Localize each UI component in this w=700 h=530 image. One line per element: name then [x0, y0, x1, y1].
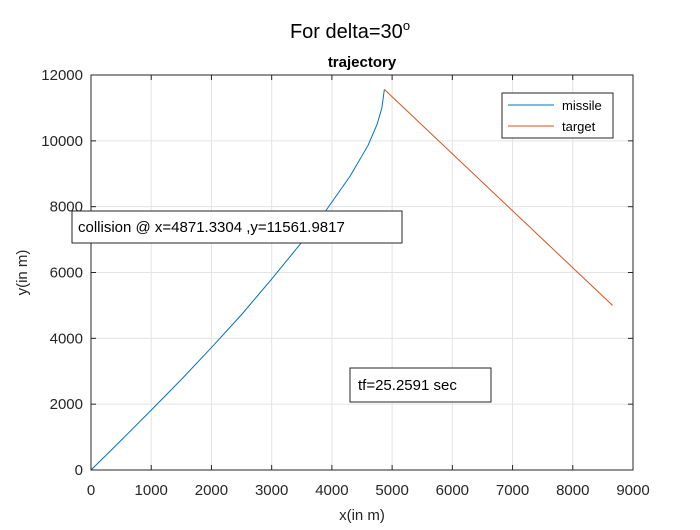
x-tick-label: 2000: [195, 482, 228, 499]
annotation-collision-box: [71, 210, 403, 244]
y-tick-label: 2000: [50, 396, 83, 413]
suptitle-main: For delta=30: [290, 21, 403, 43]
x-tick-label: 4000: [315, 482, 348, 499]
annotation-tf-box: [349, 367, 492, 403]
x-tick-label: 8000: [556, 482, 589, 499]
x-tick-label: 0: [87, 482, 95, 499]
series-layer: [90, 89, 613, 471]
annotation-collision-text: collision @ x=4871.3304 ,y=11561.9817: [78, 219, 345, 236]
y-tick-label: 6000: [50, 265, 83, 282]
y-tick-label: 4000: [50, 330, 83, 347]
figure-suptitle: For delta=30o: [290, 18, 410, 43]
x-tick-label: 7000: [496, 482, 529, 499]
x-tick-label: 5000: [375, 482, 408, 499]
x-axis-label: x(in m): [339, 507, 385, 524]
y-tick-label: 12000: [41, 67, 83, 84]
annotation-collision: collision @ x=4871.3304 ,y=11561.9817: [71, 210, 403, 244]
x-tick-label: 3000: [255, 482, 288, 499]
x-tick-label: 1000: [135, 482, 168, 499]
annotation-tf: tf=25.2591 sec: [349, 367, 492, 403]
legend-label-target: target: [562, 119, 596, 134]
legend-label-missile: missile: [562, 98, 602, 113]
suptitle-superscript: o: [403, 18, 410, 33]
y-tick-label: 10000: [41, 133, 83, 150]
y-tick-label: 0: [75, 462, 83, 479]
y-axis-label: y(in m): [14, 250, 31, 296]
series-line-missile: [90, 89, 385, 471]
x-tick-label: 9000: [616, 482, 649, 499]
legend: missile target: [501, 92, 614, 139]
annotation-tf-text: tf=25.2591 sec: [358, 377, 457, 394]
ticks: 0 1000 2000 3000 4000 5000 6000 7000 8000 9000 0 20…: [41, 67, 649, 499]
chart-title: trajectory: [328, 54, 397, 71]
legend-box: [501, 92, 614, 139]
x-tick-label: 6000: [436, 482, 469, 499]
series-line-target: [384, 89, 613, 306]
